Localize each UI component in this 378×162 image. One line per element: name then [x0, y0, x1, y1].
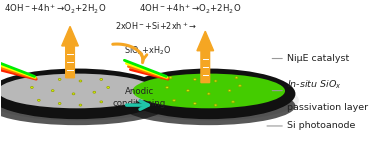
Ellipse shape — [107, 87, 110, 88]
Ellipse shape — [194, 78, 196, 80]
Ellipse shape — [37, 99, 40, 101]
Ellipse shape — [31, 87, 33, 88]
Ellipse shape — [93, 91, 96, 93]
Text: NiμE catalyst: NiμE catalyst — [287, 54, 349, 63]
Ellipse shape — [122, 69, 296, 119]
Ellipse shape — [72, 93, 75, 95]
Text: 4OH$^-$+4h$^+$→O$_2$+2H$_2$O: 4OH$^-$+4h$^+$→O$_2$+2H$_2$O — [139, 2, 242, 16]
Ellipse shape — [0, 74, 156, 108]
Ellipse shape — [169, 77, 172, 79]
Text: passivation layer: passivation layer — [287, 104, 368, 112]
Ellipse shape — [232, 101, 234, 103]
Ellipse shape — [214, 80, 217, 82]
Ellipse shape — [100, 78, 103, 80]
Text: In-situ SiO$_x$: In-situ SiO$_x$ — [287, 78, 342, 91]
Ellipse shape — [58, 103, 61, 104]
Ellipse shape — [214, 104, 217, 106]
Ellipse shape — [58, 78, 61, 80]
Ellipse shape — [239, 85, 241, 87]
Ellipse shape — [194, 103, 196, 104]
Ellipse shape — [208, 93, 210, 95]
Ellipse shape — [122, 87, 296, 125]
Text: 2xOH$^-$+Si+2xh$^+$→: 2xOH$^-$+Si+2xh$^+$→ — [115, 20, 197, 32]
Ellipse shape — [173, 99, 175, 101]
Text: Anodic
conditioning: Anodic conditioning — [113, 87, 166, 108]
Ellipse shape — [51, 90, 54, 92]
Text: Si photoanode: Si photoanode — [287, 122, 355, 130]
Ellipse shape — [235, 77, 238, 79]
Ellipse shape — [122, 80, 299, 121]
Ellipse shape — [187, 90, 189, 92]
Ellipse shape — [100, 101, 103, 103]
Ellipse shape — [0, 87, 167, 125]
Ellipse shape — [132, 74, 285, 108]
Ellipse shape — [79, 104, 82, 106]
Ellipse shape — [0, 80, 171, 121]
Ellipse shape — [79, 80, 82, 82]
Ellipse shape — [34, 77, 37, 79]
Ellipse shape — [228, 90, 231, 92]
Text: 4OH$^-$+4h$^+$→O$_2$+2H$_2$O: 4OH$^-$+4h$^+$→O$_2$+2H$_2$O — [4, 2, 107, 16]
Ellipse shape — [166, 87, 169, 88]
FancyArrow shape — [62, 26, 78, 78]
Text: SiO$_x$+xH$_2$O: SiO$_x$+xH$_2$O — [124, 44, 171, 57]
FancyArrow shape — [197, 31, 214, 83]
Ellipse shape — [0, 69, 167, 119]
